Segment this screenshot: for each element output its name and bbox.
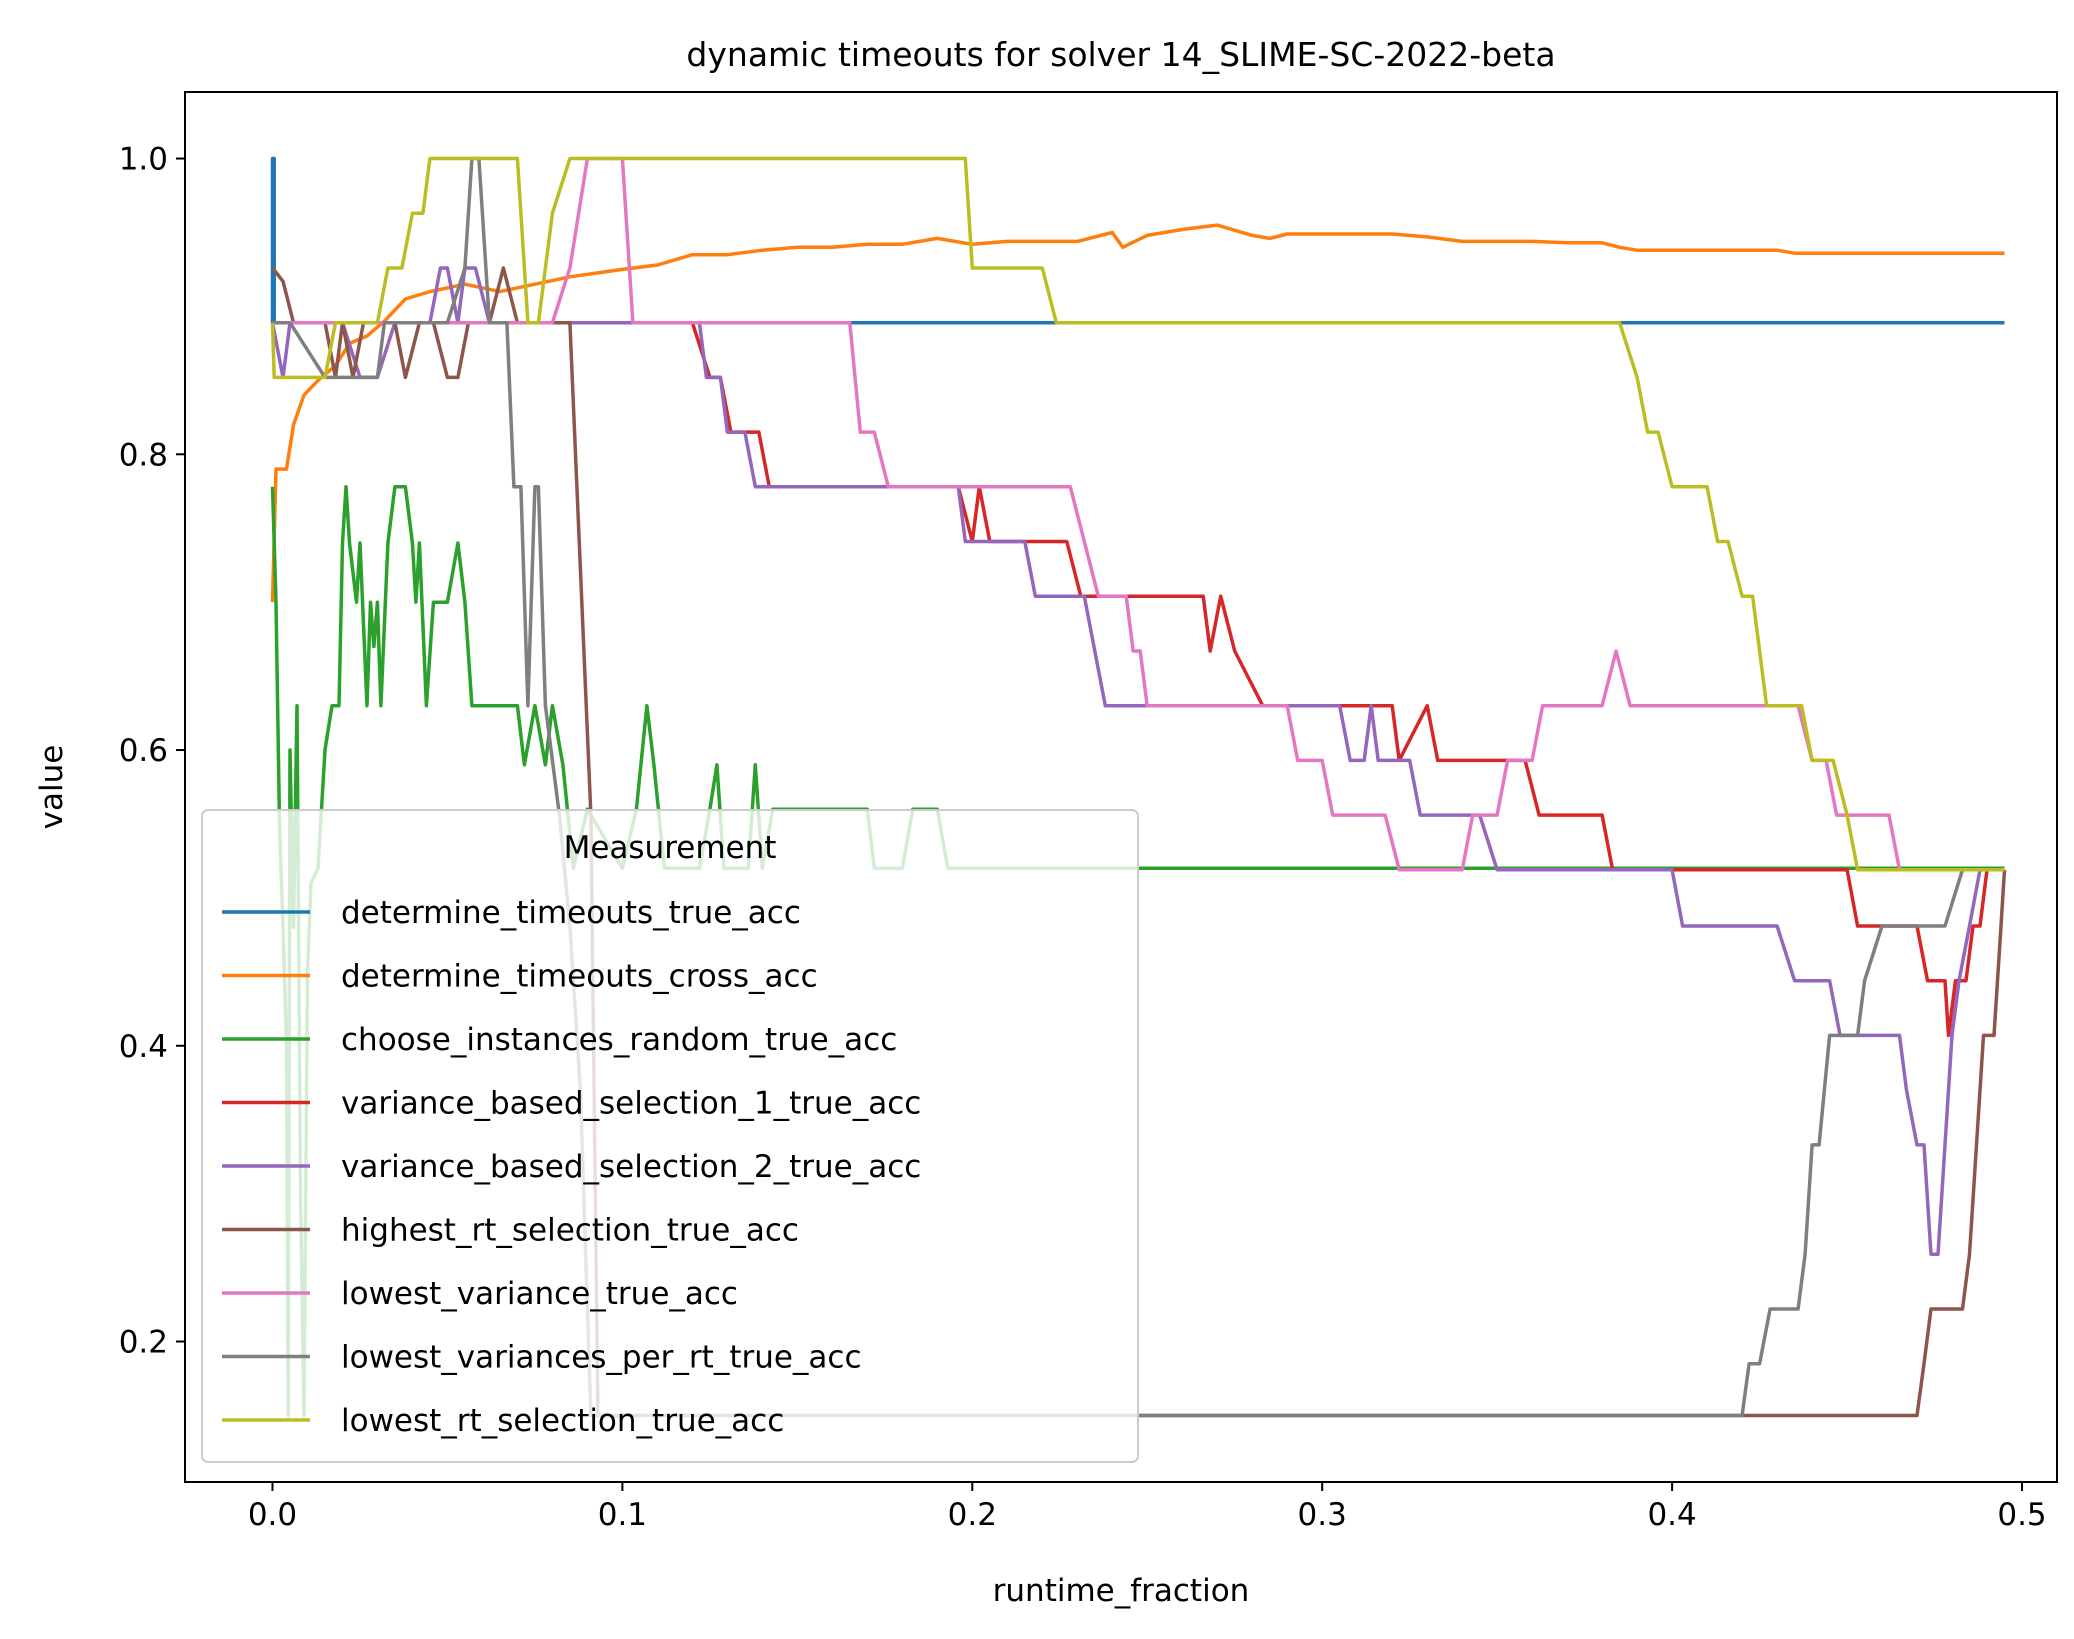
chart-title: dynamic timeouts for solver 14_SLIME-SC-… <box>686 35 1555 74</box>
legend-label-determine_timeouts_cross_acc: determine_timeouts_cross_acc <box>341 959 818 995</box>
x-tick-label: 0.2 <box>948 1497 997 1533</box>
plot-frame <box>184 91 2058 1483</box>
legend-label-determine_timeouts_true_acc: determine_timeouts_true_acc <box>341 895 801 931</box>
y-tick-label: 0.8 <box>119 437 168 473</box>
series-line-highest_rt_selection_true_acc <box>271 266 2007 1418</box>
legend-label-lowest_variance_true_acc: lowest_variance_true_acc <box>341 1276 738 1312</box>
legend-label-lowest_rt_selection_true_acc: lowest_rt_selection_true_acc <box>341 1403 784 1439</box>
y-tick-label: 0.4 <box>119 1029 168 1065</box>
y-tick-label: 0.2 <box>119 1325 168 1361</box>
x-tick-label: 0.3 <box>1298 1497 1347 1533</box>
legend-entries: determine_timeouts_true_acc determine_tim… <box>222 895 921 1439</box>
series-line-lowest_rt_selection_true_acc <box>270 156 2005 872</box>
legend-title: Measurement <box>564 830 777 866</box>
legend-label-lowest_variances_per_rt_true_acc: lowest_variances_per_rt_true_acc <box>341 1340 862 1376</box>
y-axis-label: value <box>34 745 70 830</box>
x-axis: 0.0 0.1 0.2 0.3 0.4 0.5 <box>248 1482 2047 1533</box>
x-axis-label: runtime_fraction <box>993 1573 1250 1609</box>
y-axis: 0.2 0.4 0.6 0.8 1.0 <box>119 142 185 1361</box>
y-tick-label: 1.0 <box>119 142 168 178</box>
legend-label-variance_based_selection_1_true_acc: variance_based_selection_1_true_acc <box>341 1086 921 1122</box>
x-tick-label: 0.0 <box>248 1497 297 1533</box>
legend: Measurement determine_timeouts_true_accd… <box>201 809 1139 1463</box>
x-tick-label: 0.1 <box>598 1497 647 1533</box>
legend-box <box>201 809 1139 1463</box>
legend-label-highest_rt_selection_true_acc: highest_rt_selection_true_acc <box>341 1213 799 1249</box>
legend-label-variance_based_selection_2_true_acc: variance_based_selection_2_true_acc <box>341 1149 921 1185</box>
y-tick-label: 0.6 <box>119 733 168 769</box>
legend-label-choose_instances_random_true_acc: choose_instances_random_true_acc <box>341 1022 897 1058</box>
x-tick-label: 0.5 <box>1997 1497 2046 1533</box>
x-tick-label: 0.4 <box>1647 1497 1696 1533</box>
series-line-variance_based_selection_1_true_acc <box>272 320 2005 1038</box>
